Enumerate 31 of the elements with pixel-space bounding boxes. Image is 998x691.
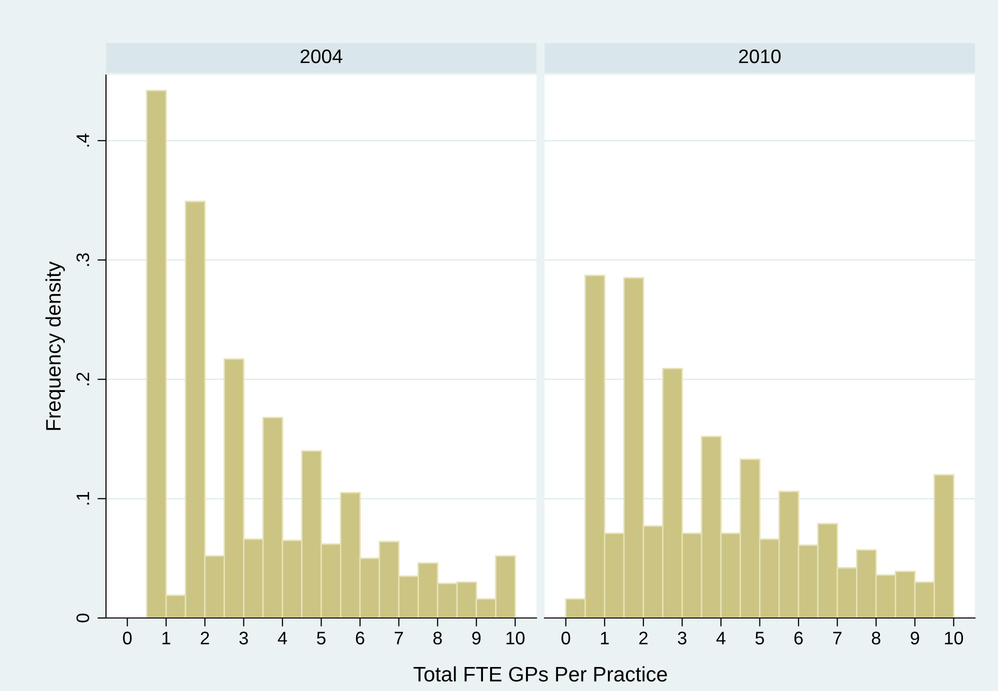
chart-title: 2004 — [300, 49, 342, 64]
y-tick-label: 0 — [76, 614, 90, 622]
x-tick-label: 3 — [239, 632, 248, 644]
x-tick-label: 8 — [433, 632, 442, 644]
x-tick-label: 10 — [506, 632, 525, 644]
x-tick-label: 1 — [600, 632, 609, 644]
x-tick-label: 0 — [123, 632, 132, 644]
chart-title: 2010 — [739, 49, 781, 64]
x-tick-label: 4 — [278, 632, 287, 644]
x-tick-label: 10 — [945, 632, 964, 644]
x-tick-label: 6 — [794, 632, 803, 644]
y-tick-label: .3 — [76, 253, 90, 266]
x-tick-label: 5 — [316, 632, 326, 644]
x-axis-title: Total FTE GPs Per Practice — [414, 666, 667, 682]
x-tick-label: 2 — [639, 632, 648, 644]
y-tick-label: .4 — [76, 134, 90, 147]
x-tick-label: 5 — [755, 632, 764, 644]
x-tick-label: 2 — [200, 632, 210, 644]
x-tick-label: 6 — [356, 632, 364, 644]
x-tick-label: 1 — [162, 632, 170, 644]
x-tick-label: 7 — [833, 632, 842, 644]
x-tick-label: 7 — [394, 632, 403, 644]
y-tick-label: .1 — [76, 492, 90, 505]
y-axis-title: Frequency density — [45, 261, 65, 430]
x-tick-label: 0 — [562, 632, 570, 644]
x-tick-label: 9 — [472, 632, 481, 644]
x-tick-label: 4 — [716, 632, 726, 644]
x-tick-label: 3 — [678, 632, 686, 644]
x-tick-label: 9 — [910, 632, 920, 644]
y-tick-label: .2 — [76, 372, 90, 386]
x-tick-label: 8 — [872, 632, 880, 644]
